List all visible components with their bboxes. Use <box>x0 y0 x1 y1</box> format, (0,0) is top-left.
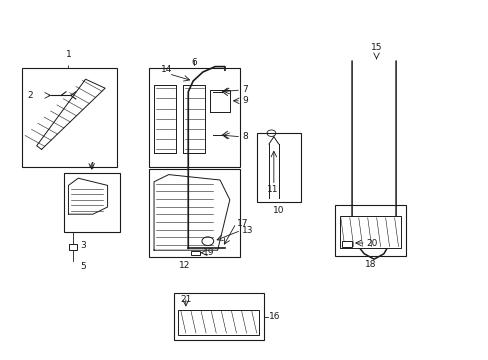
Text: 12: 12 <box>179 261 190 270</box>
Bar <box>256 133 300 202</box>
Bar <box>342 241 351 247</box>
Text: 5: 5 <box>81 262 86 271</box>
Text: 15: 15 <box>370 43 382 52</box>
Text: 7: 7 <box>242 85 247 94</box>
Text: 13: 13 <box>242 226 253 235</box>
Text: 16: 16 <box>268 312 280 321</box>
Bar <box>22 68 117 167</box>
Text: 21: 21 <box>180 295 191 304</box>
Text: 2: 2 <box>27 91 33 100</box>
Text: 1: 1 <box>65 50 71 59</box>
Polygon shape <box>68 178 107 214</box>
Polygon shape <box>37 79 105 149</box>
Bar <box>69 244 77 250</box>
Bar <box>63 173 120 232</box>
Polygon shape <box>154 175 229 250</box>
Text: 20: 20 <box>366 238 377 248</box>
Text: 17: 17 <box>237 219 248 228</box>
Bar <box>339 216 400 248</box>
Text: 6: 6 <box>191 58 197 67</box>
Bar <box>173 293 264 340</box>
Text: 14: 14 <box>160 65 172 74</box>
Text: 4: 4 <box>89 162 94 171</box>
Text: 18: 18 <box>364 260 375 269</box>
Text: 3: 3 <box>81 241 86 251</box>
Text: 8: 8 <box>242 132 247 141</box>
Text: 11: 11 <box>266 185 278 194</box>
Text: 19: 19 <box>203 248 214 257</box>
Bar <box>334 205 405 256</box>
Bar <box>178 310 259 335</box>
Text: 10: 10 <box>272 206 284 215</box>
Bar <box>149 68 239 167</box>
Text: 9: 9 <box>242 96 247 105</box>
Bar <box>149 169 239 257</box>
Bar <box>190 251 200 255</box>
